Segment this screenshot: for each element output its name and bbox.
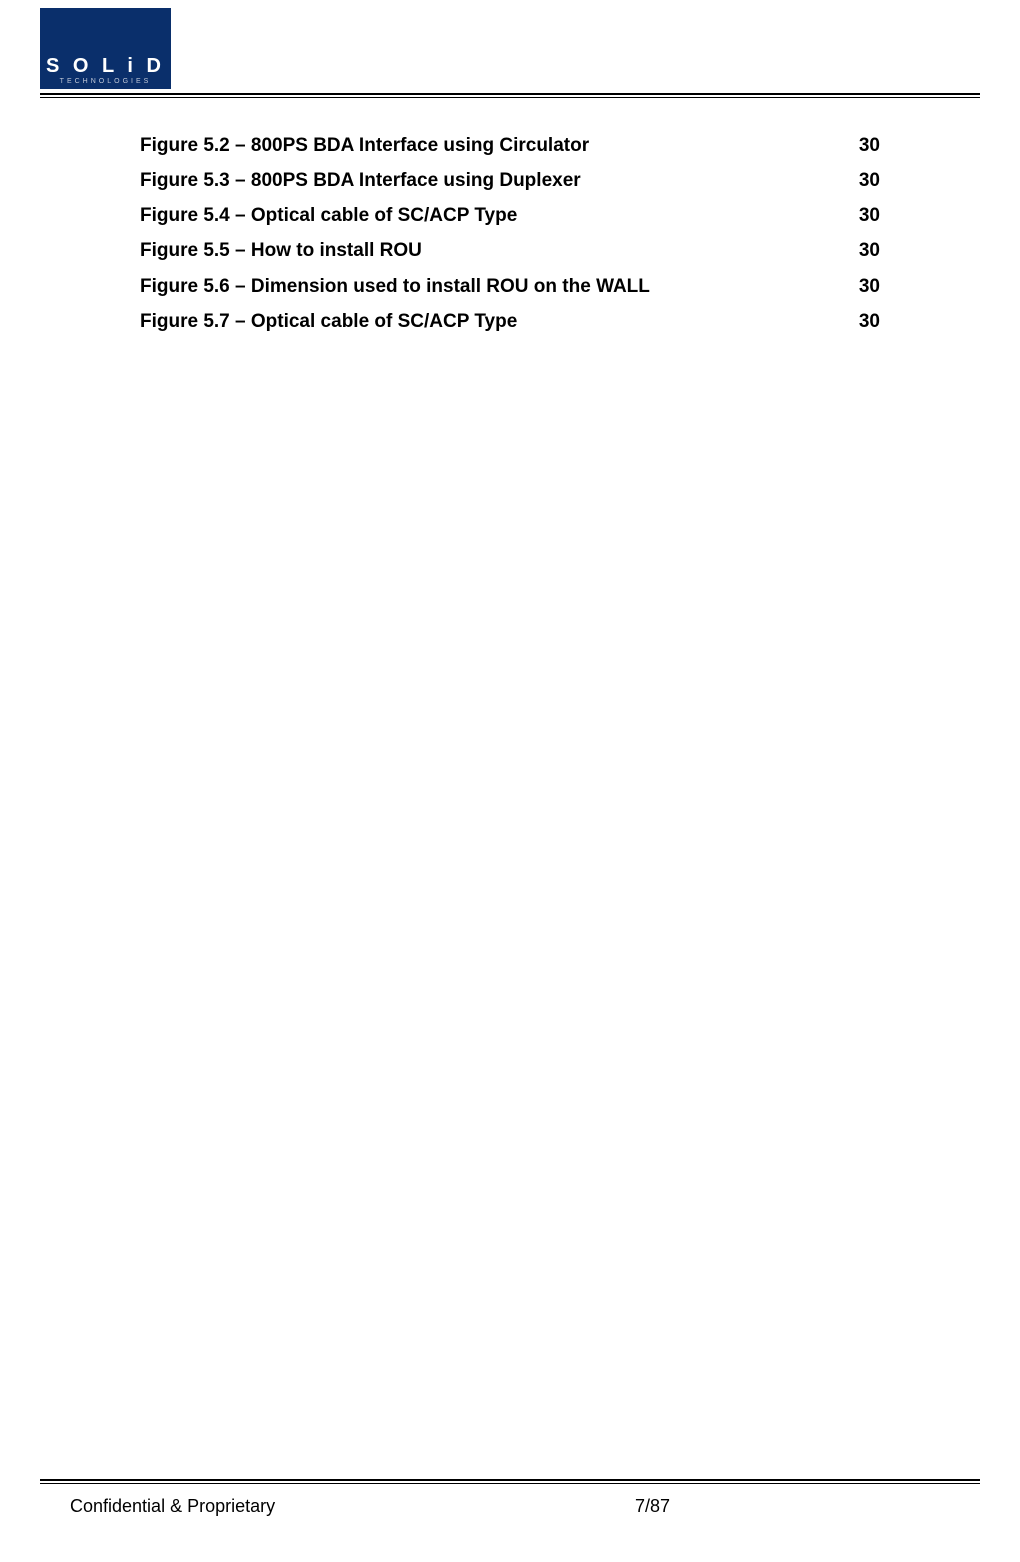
toc-entry: Figure 5.6 – Dimension used to install R… bbox=[140, 269, 880, 304]
toc-label: Figure 5.7 – Optical cable of SC/ACP Typ… bbox=[140, 304, 517, 339]
toc-page: 30 bbox=[859, 304, 880, 339]
toc-page: 30 bbox=[859, 269, 880, 304]
toc-entry: Figure 5.4 – Optical cable of SC/ACP Typ… bbox=[140, 198, 880, 233]
toc-label: Figure 5.3 – 800PS BDA Interface using D… bbox=[140, 163, 581, 198]
toc-entry: Figure 5.2 – 800PS BDA Interface using C… bbox=[140, 128, 880, 163]
toc-label: Figure 5.6 – Dimension used to install R… bbox=[140, 269, 650, 304]
footer-rule-thin bbox=[40, 1483, 980, 1484]
content: Figure 5.2 – 800PS BDA Interface using C… bbox=[40, 104, 980, 1479]
toc-label: Figure 5.4 – Optical cable of SC/ACP Typ… bbox=[140, 198, 517, 233]
toc-page: 30 bbox=[859, 233, 880, 268]
toc-label: Figure 5.2 – 800PS BDA Interface using C… bbox=[140, 128, 589, 163]
page: S O L i D TECHNOLOGIES Figure 5.2 – 800P… bbox=[0, 0, 1020, 1562]
footer-left: Confidential & Proprietary bbox=[70, 1496, 275, 1517]
toc-entry: Figure 5.5 – How to install ROU 30 bbox=[140, 233, 880, 268]
footer-rule-thick bbox=[40, 1479, 980, 1481]
toc-page: 30 bbox=[859, 163, 880, 198]
logo: S O L i D TECHNOLOGIES bbox=[40, 8, 171, 89]
toc-label: Figure 5.5 – How to install ROU bbox=[140, 233, 422, 268]
toc-page: 30 bbox=[859, 198, 880, 233]
footer-page-number: 7/87 bbox=[635, 1496, 670, 1517]
footer-text: Confidential & Proprietary 7/87 bbox=[40, 1496, 980, 1517]
toc-entry: Figure 5.7 – Optical cable of SC/ACP Typ… bbox=[140, 304, 880, 339]
logo-line1: S O L i D bbox=[46, 56, 165, 76]
toc-entry: Figure 5.3 – 800PS BDA Interface using D… bbox=[140, 163, 880, 198]
footer-spacer bbox=[275, 1496, 635, 1517]
logo-line2: TECHNOLOGIES bbox=[46, 78, 165, 85]
header: S O L i D TECHNOLOGIES bbox=[40, 0, 980, 104]
footer: Confidential & Proprietary 7/87 bbox=[40, 1479, 980, 1562]
toc-page: 30 bbox=[859, 128, 880, 163]
header-rule-thin bbox=[40, 97, 980, 98]
header-rule-thick bbox=[40, 93, 980, 95]
